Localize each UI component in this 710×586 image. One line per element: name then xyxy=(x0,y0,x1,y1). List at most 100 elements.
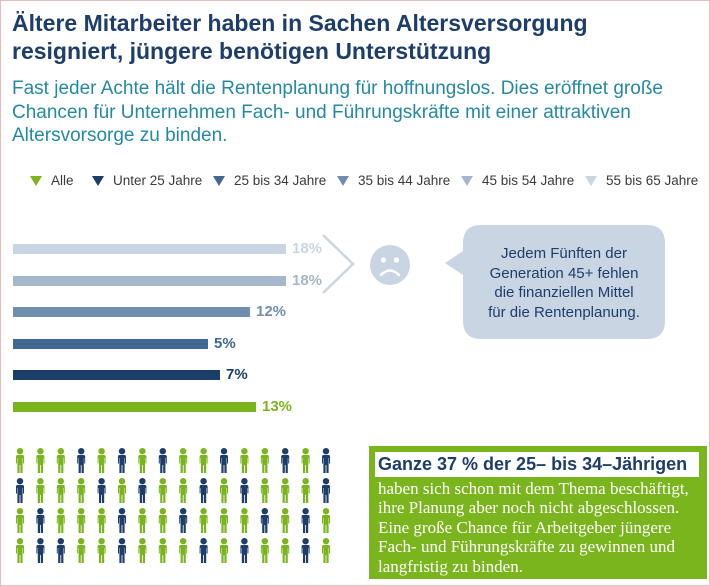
person-icon xyxy=(322,478,330,503)
person-icon xyxy=(36,538,45,563)
person-icon xyxy=(158,478,167,503)
person-icon xyxy=(281,478,290,503)
sad-face-icon xyxy=(370,245,410,285)
person-icon xyxy=(77,448,86,473)
legend-label: 55 bis 65 Jahre xyxy=(606,173,699,188)
person-icon xyxy=(281,538,290,563)
person-icon xyxy=(138,508,147,533)
info-body-line: haben sich schon mit dem Thema beschäfti… xyxy=(378,479,689,498)
bar-unter-25-jahre xyxy=(13,370,220,381)
person-icon xyxy=(199,508,208,533)
person-icon xyxy=(158,508,167,533)
triangle-down-icon xyxy=(213,176,225,186)
person-icon xyxy=(97,478,106,503)
person-icon xyxy=(199,538,208,563)
person-icon xyxy=(97,508,106,533)
person-icon xyxy=(97,448,106,473)
person-icon xyxy=(77,538,86,563)
person-icon xyxy=(322,538,330,563)
info-body-line: langfristig zu binden. xyxy=(378,556,523,576)
person-icon xyxy=(179,508,188,533)
triangle-down-icon xyxy=(461,176,473,186)
person-icon xyxy=(301,538,310,563)
person-icon xyxy=(220,538,228,563)
bar-35-bis-44-jahre xyxy=(13,307,250,318)
person-icon xyxy=(16,538,24,563)
person-icon xyxy=(36,478,45,503)
person-icon xyxy=(260,478,269,503)
person-icon xyxy=(301,508,310,533)
bar-value-label: 18% xyxy=(292,240,323,257)
triangle-down-icon xyxy=(585,176,597,186)
bar-value-label: 7% xyxy=(226,366,248,384)
legend-label: 25 bis 34 Jahre xyxy=(234,173,327,188)
person-icon xyxy=(118,508,126,533)
person-icon xyxy=(199,448,208,473)
person-icon xyxy=(322,508,330,533)
subtitle-line: Fast jeder Achte hält die Rentenplanung … xyxy=(12,78,663,99)
legend-label: 45 bis 54 Jahre xyxy=(482,173,575,188)
person-icon xyxy=(199,478,208,503)
triangle-down-icon xyxy=(30,176,42,186)
page-title: Ältere Mitarbeiter haben in Sachen Alter… xyxy=(12,9,588,65)
title-line: Ältere Mitarbeiter haben in Sachen Alter… xyxy=(12,10,588,36)
person-icon xyxy=(240,538,249,563)
bar-alle xyxy=(13,402,256,412)
legend-label: Alle xyxy=(51,173,74,188)
person-icon xyxy=(56,448,65,473)
person-icon xyxy=(220,448,228,473)
callout-bubble xyxy=(445,225,665,339)
chevron-right-icon xyxy=(322,234,355,294)
person-icon xyxy=(97,538,106,563)
callout-line: Generation 45+ fehlen xyxy=(489,264,639,282)
person-icon xyxy=(56,478,65,503)
person-icon xyxy=(179,448,188,473)
info-body-line: Eine große Chance für Arbeitgeber jünger… xyxy=(378,517,672,537)
bar-value-label: 18% xyxy=(292,271,323,289)
person-icon xyxy=(281,448,290,473)
subtitle-line: Chancen für Unternehmen Fach- und Führun… xyxy=(12,101,631,123)
person-icon xyxy=(240,508,249,533)
person-icon xyxy=(240,478,249,503)
person-icon xyxy=(118,448,126,473)
people-grid xyxy=(16,448,330,563)
person-icon xyxy=(158,538,167,563)
person-icon xyxy=(77,478,86,503)
person-icon xyxy=(322,448,330,473)
person-icon xyxy=(138,478,147,503)
person-icon xyxy=(36,508,45,533)
bar-55-bis-65-jahre xyxy=(13,244,286,254)
info-box: Ganze 37 % der 25– bis 34–Jährigen haben… xyxy=(369,446,707,579)
person-icon xyxy=(220,478,228,503)
callout-line: für die Rentenplanung. xyxy=(488,303,640,321)
title-line: resigniert, jüngere benötigen Unterstütz… xyxy=(12,38,492,64)
bar-45-bis-54-jahre xyxy=(13,275,286,286)
info-body: haben sich schon mit dem Thema beschäfti… xyxy=(378,479,689,576)
person-icon xyxy=(16,448,24,473)
bar-25-bis-34-jahre xyxy=(13,338,208,349)
person-icon xyxy=(301,478,310,503)
person-icon xyxy=(118,478,126,503)
person-icon xyxy=(260,538,269,563)
person-icon xyxy=(16,508,24,533)
callout-text: Jedem Fünften der Generation 45+ fehlen … xyxy=(463,244,665,322)
bar-chart: 18% 18% 12% 5% 7% 13% xyxy=(13,239,333,415)
person-icon xyxy=(179,538,188,563)
person-icon xyxy=(56,508,65,533)
person-icon xyxy=(77,508,86,533)
person-icon xyxy=(240,448,249,473)
subtitle-line: Altersvorsorge zu binden. xyxy=(12,125,228,146)
triangle-down-icon xyxy=(337,176,349,186)
person-icon xyxy=(179,478,188,503)
person-icon xyxy=(220,508,228,533)
person-icon xyxy=(16,478,24,503)
person-icon xyxy=(36,448,45,473)
info-body-line: Fach- und Führungskräfte zu gewinnen und xyxy=(378,537,675,557)
person-icon xyxy=(138,538,147,563)
callout-line: Jedem Fünften der xyxy=(501,245,627,262)
info-heading: Ganze 37 % der 25– bis 34–Jährigen xyxy=(375,452,699,477)
bar-value-label: 5% xyxy=(214,334,236,352)
triangle-down-icon xyxy=(92,176,104,186)
person-icon xyxy=(56,538,65,563)
